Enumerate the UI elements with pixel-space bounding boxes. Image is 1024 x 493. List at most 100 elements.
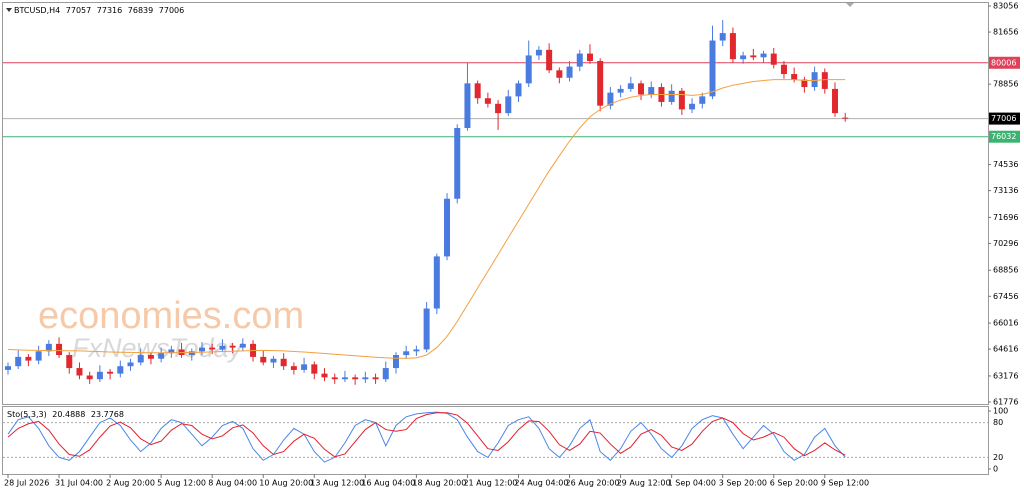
candle-body xyxy=(158,353,165,359)
indicator-label: Sto(5,3,3) xyxy=(7,410,47,419)
candle-body xyxy=(668,90,675,102)
candle-body xyxy=(137,355,144,363)
y-tick-label: 100 xyxy=(993,407,1008,416)
candle-body xyxy=(76,368,83,376)
candle-body xyxy=(56,343,63,356)
watermark: economies.com xyxy=(38,295,304,337)
x-tick-label: 26 Aug 20:00 xyxy=(566,479,620,488)
symbol: BTCUSD,H4 xyxy=(14,6,60,15)
candle-body xyxy=(352,377,359,380)
y-tick-label: 73136 xyxy=(993,186,1018,195)
y-tick-label: 20 xyxy=(993,453,1003,462)
candle-body xyxy=(617,88,624,93)
candle-body xyxy=(750,55,757,58)
candle-body xyxy=(576,53,583,67)
indicator-line xyxy=(7,412,846,458)
candle-body xyxy=(198,347,205,352)
indicator-plot: 100 80 20 0 xyxy=(3,407,1008,474)
candle-body xyxy=(760,53,767,58)
candle-body xyxy=(689,103,696,110)
candle-body xyxy=(127,362,134,367)
candle-body xyxy=(525,55,532,84)
x-tick-label: 13 Aug 12:00 xyxy=(310,479,364,488)
x-tick-label: 6 Sep 20:00 xyxy=(770,479,818,488)
candle-body xyxy=(209,347,216,350)
candle-body xyxy=(729,33,736,60)
x-tick-label: 31 Jul 04:00 xyxy=(55,479,103,488)
candle-body xyxy=(780,64,787,75)
candle-body xyxy=(86,375,93,380)
candle-body xyxy=(597,61,604,106)
candle-body xyxy=(188,351,195,356)
candle-body xyxy=(638,83,645,95)
candle-body xyxy=(362,377,369,380)
candle-body xyxy=(239,343,246,348)
x-tick-label: 1 Sep 04:00 xyxy=(668,479,716,488)
candle-body xyxy=(25,356,32,361)
x-tick-label: 2 Aug 20:00 xyxy=(106,479,155,488)
high-value: 77316 xyxy=(97,6,122,15)
menu-triangle xyxy=(6,8,12,12)
y-tick-label: 80 xyxy=(993,418,1003,427)
candle-body xyxy=(444,198,451,257)
candle-body xyxy=(586,53,593,62)
candle-body xyxy=(770,53,777,65)
candle-body xyxy=(464,83,471,129)
candle-body xyxy=(495,103,502,114)
y-tick-label: 70296 xyxy=(993,239,1018,248)
level-label-box xyxy=(989,56,1020,69)
level-label-box xyxy=(989,130,1020,143)
y-tick-label: 67456 xyxy=(993,292,1018,301)
x-tick-label: 10 Aug 20:00 xyxy=(259,479,313,488)
candle-body xyxy=(678,90,685,110)
candle-body xyxy=(311,364,318,374)
candle-body xyxy=(403,351,410,356)
candle-body xyxy=(505,96,512,114)
candle-body xyxy=(15,356,22,367)
header: BTCUSD,H4 77057 77316 76839 77006 xyxy=(14,6,184,15)
candle-body xyxy=(107,371,114,374)
candle-body xyxy=(832,88,839,114)
candle-body xyxy=(791,74,798,80)
close-value: 77006 xyxy=(159,6,184,15)
candle-body xyxy=(546,49,553,71)
candle-body xyxy=(341,377,348,380)
candle-body xyxy=(5,366,11,370)
x-tick-label: 5 Aug 12:00 xyxy=(157,479,206,488)
candle-body xyxy=(290,366,297,370)
x-tick-label: 8 Aug 04:00 xyxy=(208,479,257,488)
y-tick-label: 74536 xyxy=(993,160,1018,169)
candle-body xyxy=(515,83,522,97)
candle-body xyxy=(433,256,440,309)
y-tick-label: 61776 xyxy=(993,398,1018,407)
candle-body xyxy=(96,371,103,380)
candle-body xyxy=(648,87,655,95)
y-tick-label: 66016 xyxy=(993,319,1018,328)
candle-body xyxy=(382,368,389,380)
candle-body xyxy=(627,83,634,89)
main-plot: 83056 81656 78856 74536 73136 71696 70296 68856… xyxy=(3,2,1020,488)
candle-body xyxy=(301,364,308,370)
candle-body xyxy=(821,72,828,89)
x-tick-label: 28 Jul 2026 xyxy=(4,479,49,488)
y-tick-label: 71696 xyxy=(993,213,1018,222)
candle-body xyxy=(740,55,747,60)
y-tick-label: 83056 xyxy=(993,2,1018,11)
current-price-box xyxy=(989,112,1020,125)
candle-body xyxy=(842,117,849,119)
signal-value: 23.7768 xyxy=(91,410,124,419)
x-tick-label: 29 Aug 12:00 xyxy=(617,479,671,488)
y-tick-label: 68856 xyxy=(993,266,1018,275)
candle-body xyxy=(484,98,491,104)
y-tick-label: 64616 xyxy=(993,345,1018,354)
main-value: 20.4888 xyxy=(52,410,85,419)
candle-body xyxy=(709,40,716,97)
x-tick-label: 24 Aug 04:00 xyxy=(515,479,569,488)
candle-body xyxy=(219,345,226,350)
candle-body xyxy=(35,351,42,361)
candle-body xyxy=(66,355,73,369)
candle-body xyxy=(331,377,338,380)
